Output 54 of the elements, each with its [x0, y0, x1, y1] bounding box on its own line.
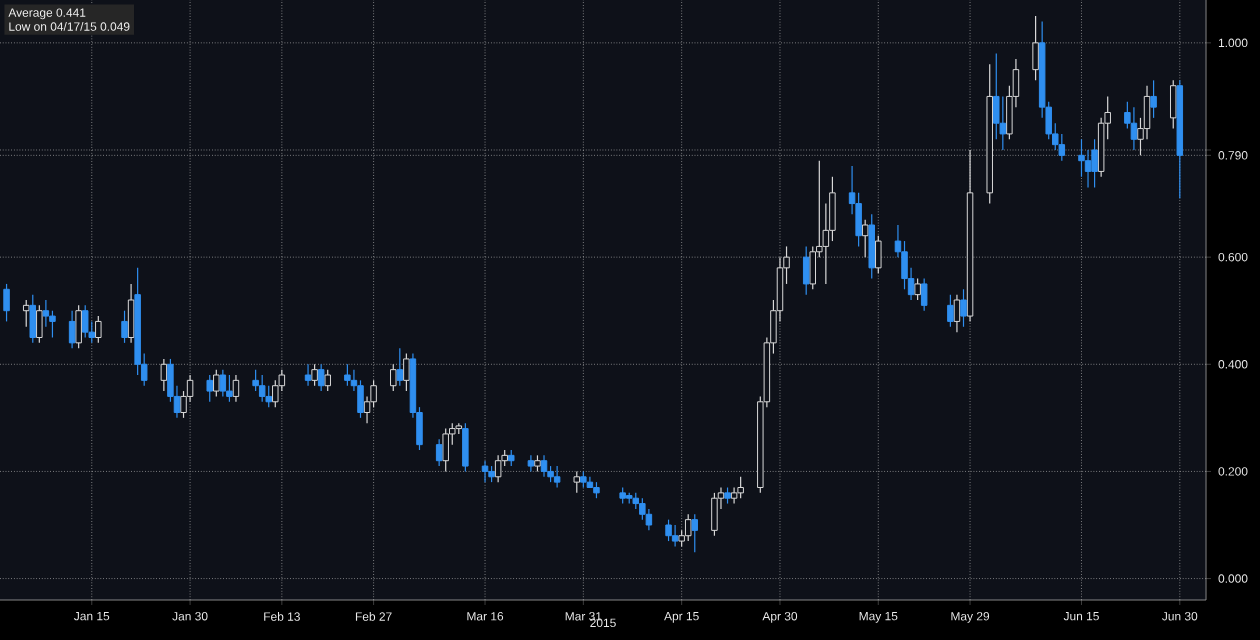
candlestick	[390, 363, 397, 392]
candlestick	[29, 294, 37, 344]
candlestick	[226, 374, 233, 403]
candlestick	[861, 219, 869, 258]
candlestick	[206, 374, 213, 403]
candlestick	[95, 315, 102, 344]
candlestick	[232, 374, 240, 403]
candlestick	[1169, 79, 1177, 130]
candlestick	[396, 347, 404, 387]
candlestick	[3, 283, 10, 323]
candlestick	[920, 277, 928, 312]
candlestick	[960, 288, 967, 328]
candlestick	[691, 513, 699, 553]
candlestick	[665, 519, 672, 542]
candlestick	[540, 454, 548, 478]
candlestick	[802, 245, 810, 296]
candlestick	[442, 427, 449, 473]
candlestick	[403, 352, 410, 392]
candlestick	[1032, 15, 1039, 81]
candlestick	[1150, 79, 1157, 119]
candlestick	[68, 310, 76, 349]
candlestick	[914, 277, 921, 301]
candlestick	[311, 363, 318, 387]
candlestick	[22, 299, 30, 328]
candlestick	[953, 294, 961, 333]
candlestick	[737, 476, 744, 499]
candlestick	[868, 213, 875, 280]
candlestick	[494, 454, 502, 483]
candlestick	[462, 422, 469, 473]
candlestick	[317, 363, 325, 392]
candlestick	[75, 304, 82, 349]
candlestick	[121, 310, 128, 344]
candlestick	[213, 369, 220, 398]
candlestick	[344, 363, 351, 387]
candlestick	[258, 374, 266, 403]
candlestick	[304, 363, 312, 387]
candlestick	[671, 524, 679, 548]
candlestick	[875, 235, 882, 274]
candlestick	[553, 465, 561, 489]
candlestick	[527, 454, 535, 473]
candlestick	[324, 369, 331, 392]
candlestick	[947, 294, 954, 328]
candlestick	[481, 460, 489, 483]
candlestick	[684, 513, 692, 542]
candlestick	[219, 369, 227, 398]
candlestick	[711, 492, 718, 537]
candlestick	[81, 304, 89, 339]
candlestick	[1091, 138, 1098, 189]
candlestick	[160, 358, 168, 392]
candlestick	[36, 304, 43, 344]
candlestick	[435, 438, 443, 467]
candlestick	[127, 283, 135, 344]
candlestick	[1130, 106, 1138, 151]
candlestick	[573, 470, 581, 494]
